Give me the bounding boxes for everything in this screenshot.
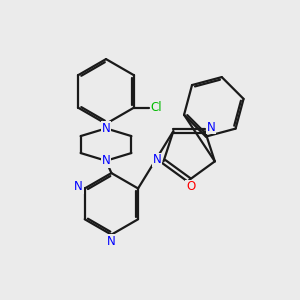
Text: N: N <box>74 180 83 194</box>
Text: N: N <box>153 153 162 166</box>
Text: N: N <box>102 154 110 167</box>
Text: O: O <box>186 180 195 194</box>
Text: N: N <box>207 121 215 134</box>
Text: Cl: Cl <box>151 101 162 114</box>
Text: N: N <box>107 235 116 248</box>
Text: N: N <box>102 122 110 135</box>
